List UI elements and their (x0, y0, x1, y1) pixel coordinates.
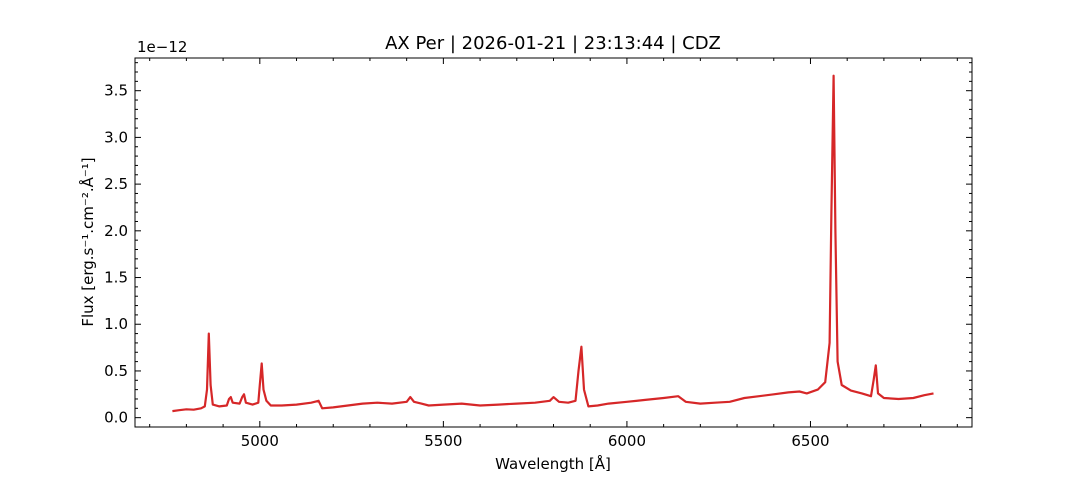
x-tick-label: 6000 (608, 432, 646, 450)
y-axis-label: Flux [erg.s⁻¹.cm⁻².Å⁻¹] (78, 157, 97, 326)
plot-frame (134, 57, 973, 428)
spectrum-series-line (172, 74, 934, 413)
axis-ticks: 5000 5500 6000 6500 0.0 0.5 1.0 1.5 2.0 2.5 3.0 3.5 (104, 58, 972, 450)
y-tick-label: 1.5 (104, 269, 128, 287)
y-tick-label: 2.0 (104, 222, 128, 240)
y-tick-label: 2.5 (104, 175, 128, 193)
chart-title: AX Per | 2026-01-21 | 23:13:44 | CDZ (385, 33, 721, 54)
y-tick-label: 3.5 (104, 82, 128, 100)
x-tick-label: 5000 (241, 432, 279, 450)
x-tick-label: 5500 (424, 432, 462, 450)
y-tick-label: 3.0 (104, 128, 128, 146)
y-tick-label: 1.0 (104, 315, 128, 333)
plot-area (172, 74, 934, 413)
y-offset-text: 1e−12 (137, 38, 187, 56)
y-tick-label: 0.0 (104, 409, 128, 427)
x-axis-label: Wavelength [Å] (495, 454, 611, 473)
x-tick-label: 6500 (791, 432, 829, 450)
y-tick-label: 0.5 (104, 362, 128, 380)
